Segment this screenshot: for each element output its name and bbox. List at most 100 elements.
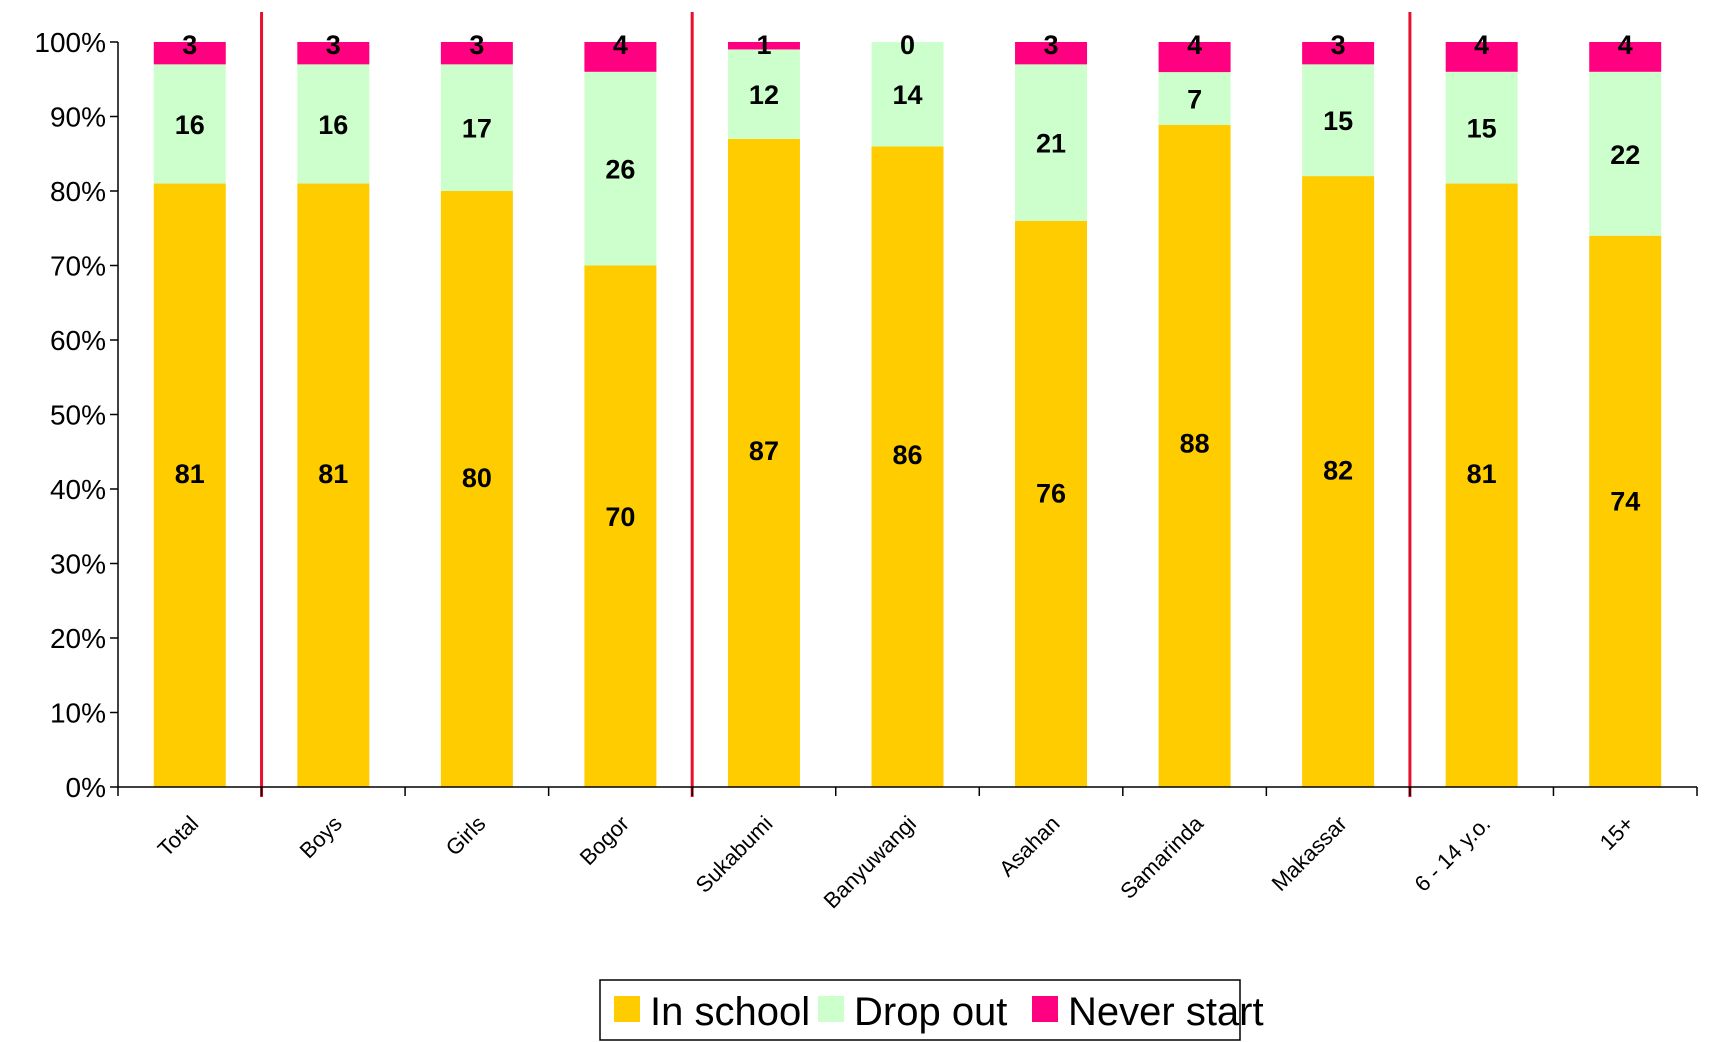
bar-segment-never-start (153, 42, 226, 65)
data-label: 16 (318, 110, 348, 140)
data-label: 3 (1331, 30, 1346, 60)
bar-segment-never-start (297, 42, 370, 65)
y-tick-label: 10% (50, 698, 106, 729)
bar-segment-never-start (1589, 42, 1662, 72)
data-label: 3 (182, 30, 197, 60)
bar-segment-drop-out (871, 42, 944, 147)
bar-segment-in-school (1302, 176, 1375, 788)
bar-segment-drop-out (584, 71, 657, 266)
bar-segment-in-school (727, 138, 800, 788)
y-axis: 0% 10% 20% 30% 40% 50% 60% 70% 80% 90% 100% (34, 27, 119, 803)
y-tick-label: 20% (50, 623, 106, 654)
bar-segment-drop-out (297, 64, 370, 184)
bar-segment-never-start (1015, 42, 1088, 65)
data-label: 3 (326, 30, 341, 60)
data-label: 7 (1187, 84, 1202, 114)
data-label: 16 (175, 110, 205, 140)
bar-segment-never-start (1302, 42, 1375, 65)
y-tick-label: 100% (34, 27, 106, 58)
data-label: 15 (1323, 106, 1353, 136)
x-category-label: Bogor (575, 811, 634, 870)
bar-segment-drop-out (153, 64, 226, 184)
x-category-label: Girls (441, 811, 491, 861)
bar-segment-drop-out (1015, 64, 1088, 221)
data-label: 81 (318, 459, 348, 489)
data-label: 4 (1187, 30, 1202, 60)
legend-label: Never start (1068, 990, 1264, 1034)
x-category-label: Boys (295, 811, 347, 863)
y-tick-label: 30% (50, 549, 106, 580)
data-label: 82 (1323, 455, 1353, 485)
data-label: 17 (462, 114, 492, 144)
data-label: 4 (1618, 30, 1633, 60)
legend-box (599, 979, 1241, 1041)
data-label: 0 (900, 30, 915, 60)
bar-segment-in-school (584, 265, 657, 787)
x-category-label: 6 - 14 y.o. (1410, 811, 1496, 897)
data-label: 12 (749, 80, 779, 110)
x-axis: Total Boys Girls Bogor Sukabumi Banyuwangi Asa… (117, 786, 1698, 913)
data-label: 81 (1467, 459, 1497, 489)
bar-segment-never-start (440, 42, 513, 65)
bar-segment-drop-out (1302, 64, 1375, 177)
bar-segment-drop-out (727, 49, 800, 139)
y-tick-label: 0% (66, 772, 106, 803)
data-label: 74 (1610, 486, 1640, 516)
x-category-label: Asahan (994, 811, 1064, 881)
x-category-label: Sukabumi (691, 811, 778, 898)
bar-segment-never-start (584, 42, 657, 72)
bar-segment-never-start (727, 42, 800, 50)
data-label: 4 (1474, 30, 1489, 60)
bar-segment-in-school (440, 191, 513, 787)
bar-segment-drop-out (440, 64, 513, 191)
data-label: 26 (605, 155, 635, 185)
data-label: 22 (1610, 140, 1640, 170)
data-label: 14 (892, 80, 922, 110)
bar-segment-drop-out (1445, 71, 1518, 184)
bar-segment-never-start (1445, 42, 1518, 72)
x-category-label: Total (153, 811, 204, 862)
y-tick-label: 50% (50, 400, 106, 431)
y-tick-label: 70% (50, 251, 106, 282)
legend-swatch-in-school (614, 996, 640, 1022)
bar-segment-in-school (297, 183, 370, 788)
y-tick-label: 80% (50, 176, 106, 207)
data-label: 87 (749, 436, 779, 466)
bar-segment-drop-out (1158, 72, 1231, 125)
y-tick-label: 40% (50, 474, 106, 505)
x-category-label: 15+ (1595, 811, 1639, 855)
legend: In school Drop out Never start (599, 979, 1264, 1041)
bar-segment-in-school (1589, 235, 1662, 787)
bars-group: 8116381163801737026487121861407621388748… (153, 30, 1662, 788)
data-label: 70 (605, 502, 635, 532)
data-label: 80 (462, 463, 492, 493)
bar-segment-in-school (1445, 183, 1518, 788)
data-label: 21 (1036, 129, 1066, 159)
bar-segment-in-school (153, 183, 226, 788)
legend-label: In school (650, 990, 810, 1034)
data-label: 88 (1180, 429, 1210, 459)
group-separators (260, 12, 1412, 797)
x-category-label: Banyuwangi (819, 811, 921, 913)
data-label: 3 (469, 30, 484, 60)
data-label: 81 (175, 459, 205, 489)
x-category-label: Samarinda (1115, 810, 1208, 903)
x-category-label: Makassar (1267, 811, 1352, 896)
data-label: 86 (892, 440, 922, 470)
data-label: 76 (1036, 479, 1066, 509)
bar-segment-in-school (871, 146, 944, 788)
bar-segment-never-start (1158, 42, 1231, 73)
data-label: 15 (1467, 114, 1497, 144)
bar-segment-drop-out (1589, 71, 1662, 236)
data-label: 3 (1044, 30, 1059, 60)
bar-segment-in-school (1015, 220, 1088, 788)
y-tick-label: 60% (50, 325, 106, 356)
bar-segment-in-school (1158, 124, 1231, 788)
y-tick-label: 90% (50, 102, 106, 133)
legend-swatch-drop-out (818, 996, 844, 1022)
legend-swatch-never-start (1032, 996, 1058, 1022)
data-label: 4 (613, 30, 628, 60)
legend-label: Drop out (854, 990, 1007, 1034)
data-label: 1 (756, 30, 771, 60)
